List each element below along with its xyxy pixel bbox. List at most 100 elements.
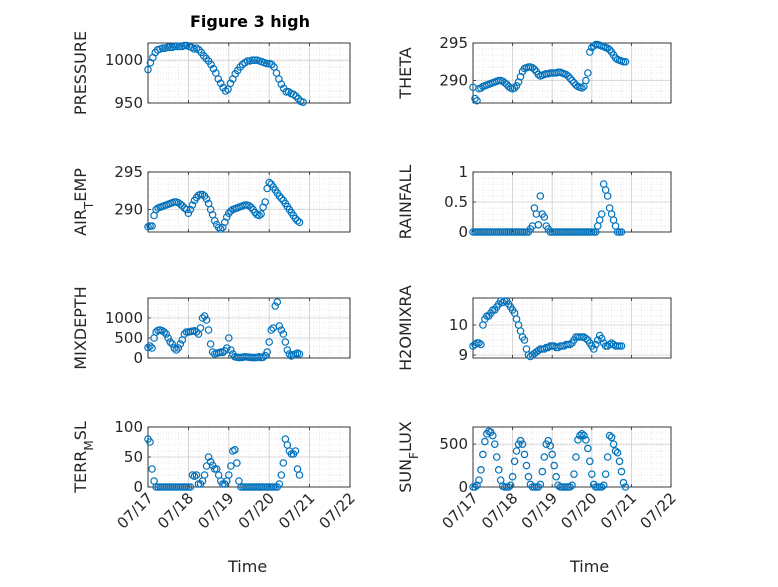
- y-axis-label: RAINFALL: [396, 165, 415, 240]
- data-point: [477, 466, 485, 474]
- data-point: [214, 223, 223, 232]
- data-point: [540, 345, 549, 353]
- x-tick-label: 07/21: [275, 489, 318, 532]
- data-point: [584, 69, 592, 77]
- data-point: [586, 457, 594, 466]
- data-point: [176, 340, 185, 348]
- data-point: [587, 470, 596, 478]
- data-point: [162, 330, 170, 338]
- data-point: [180, 41, 189, 50]
- data-point: [168, 340, 177, 348]
- data-point: [506, 481, 515, 490]
- y-tick-label: 295: [439, 34, 468, 52]
- data-point: [566, 340, 574, 349]
- y-tick-label: 100: [114, 418, 143, 436]
- data-point: [144, 65, 152, 74]
- data-point: [192, 471, 201, 479]
- data-point: [603, 453, 612, 461]
- data-point: [164, 334, 173, 342]
- subplot-2: 290 295 THETA: [396, 34, 672, 105]
- y-tick-label: 950: [114, 94, 143, 112]
- data-point: [477, 84, 485, 92]
- subplot-6: 9 10 H2OMIXRA: [396, 285, 672, 371]
- data-point: [603, 192, 612, 200]
- data-point: [530, 65, 539, 74]
- data-point: [601, 470, 610, 478]
- axes-box: [147, 297, 351, 359]
- data-point: [166, 43, 174, 52]
- data-point: [295, 218, 304, 227]
- data-point: [222, 213, 231, 221]
- data-point: [146, 438, 154, 446]
- data-point: [233, 459, 241, 467]
- data-point: [617, 228, 626, 236]
- data-point: [570, 78, 578, 87]
- data-point: [255, 211, 263, 220]
- data-point: [536, 192, 545, 200]
- data-point: [282, 88, 290, 96]
- data-point: [170, 344, 179, 352]
- data-point: [488, 431, 497, 440]
- data-point: [597, 483, 606, 491]
- data-point: [160, 328, 168, 336]
- data-point: [186, 205, 195, 214]
- data-point: [510, 84, 519, 92]
- data-point: [492, 453, 501, 461]
- subplot-1: 950 1000 PRESSURE: [71, 31, 351, 115]
- y-tick-label: 1: [458, 163, 468, 181]
- data-point: [479, 450, 487, 459]
- data-point: [210, 216, 219, 225]
- data-point: [281, 338, 290, 346]
- data-point: [566, 74, 574, 83]
- data-point: [225, 334, 233, 342]
- data-point: [198, 314, 207, 322]
- data-point: [170, 42, 179, 51]
- data-point: [225, 471, 233, 479]
- data-point: [473, 96, 481, 105]
- data-point: [540, 453, 549, 461]
- data-point: [222, 344, 231, 352]
- data-point: [582, 76, 590, 85]
- data-point: [605, 431, 614, 440]
- data-point: [275, 480, 284, 488]
- data-point: [520, 450, 529, 459]
- data-point: [275, 192, 284, 200]
- data-point: [174, 344, 183, 352]
- x-axis-label-right: Time: [570, 557, 610, 576]
- y-tick-label: 290: [439, 72, 468, 90]
- data-point: [572, 81, 580, 89]
- data-point: [226, 79, 235, 88]
- data-point: [148, 344, 156, 352]
- data-point: [257, 210, 265, 218]
- data-point: [611, 447, 620, 455]
- data-point: [605, 45, 614, 54]
- y-tick-label: 500: [114, 329, 143, 347]
- data-point: [178, 201, 187, 210]
- data-point: [568, 481, 576, 490]
- data-point: [227, 346, 235, 354]
- data-point: [580, 431, 588, 440]
- data-point: [152, 205, 160, 214]
- data-point: [536, 480, 545, 489]
- data-point: [206, 340, 215, 348]
- data-point: [546, 442, 555, 450]
- data-point: [216, 225, 225, 233]
- data-point: [475, 476, 483, 484]
- data-point: [512, 447, 521, 455]
- x-tick-label: 07/21: [597, 489, 640, 532]
- data-point: [261, 198, 269, 206]
- data-point: [490, 440, 499, 448]
- data-point: [231, 445, 239, 454]
- data-point: [591, 340, 600, 349]
- data-point: [207, 60, 215, 69]
- data-point: [273, 298, 282, 306]
- y-tick-label: 295: [114, 163, 143, 181]
- data-point: [265, 178, 274, 187]
- data-point: [172, 346, 181, 354]
- figure-title: Figure 3 high: [190, 12, 310, 31]
- axes-box: [472, 42, 672, 104]
- data-point: [562, 70, 570, 79]
- data-point: [184, 209, 193, 218]
- data-point: [245, 201, 253, 210]
- y-tick-label: 0: [133, 478, 143, 496]
